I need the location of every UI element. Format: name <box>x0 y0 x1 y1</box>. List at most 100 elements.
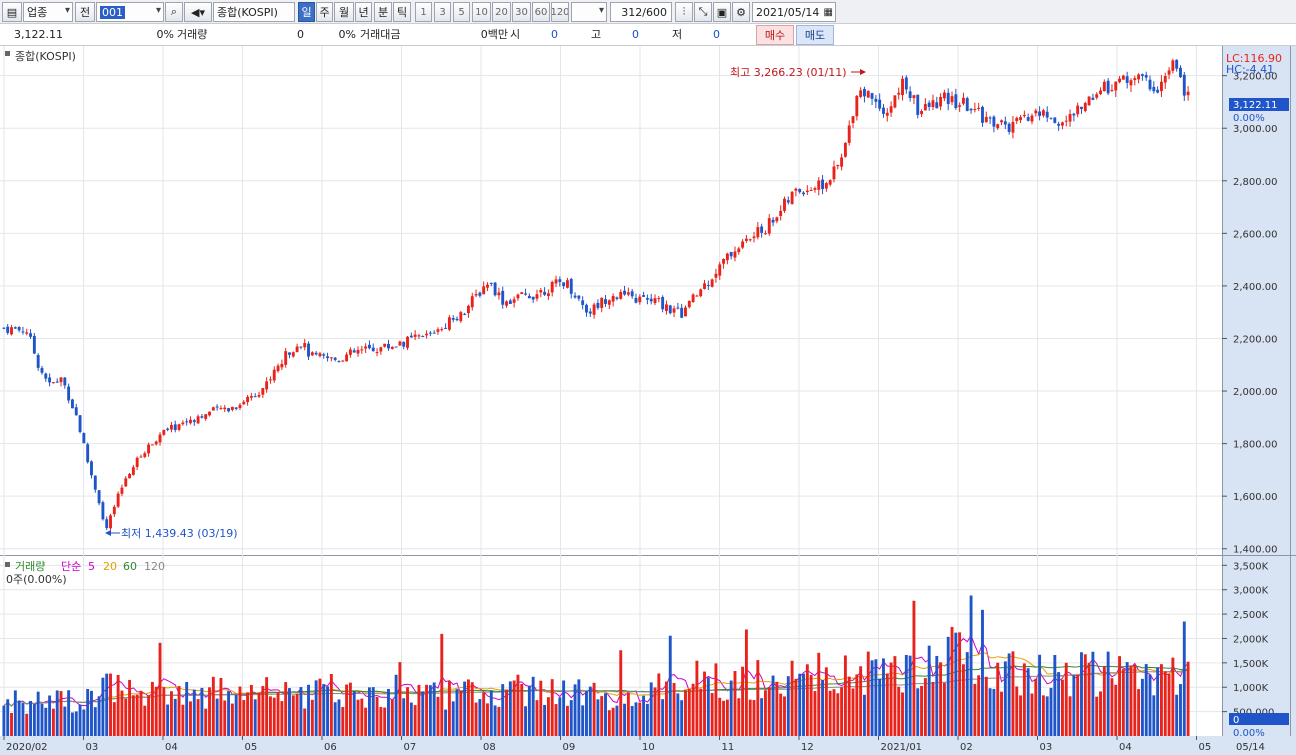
candle-body <box>1106 80 1110 94</box>
candle-body <box>1118 78 1122 83</box>
chart-area[interactable]: 3,200.00 3,000.00 2,800.00 2,600.00 2,400.00… <box>0 46 1296 755</box>
volume-bar <box>554 704 558 736</box>
candle-body <box>684 307 687 317</box>
interval-custom-select[interactable] <box>571 2 607 22</box>
market-type-select[interactable]: 업종 <box>23 2 73 22</box>
candle-body <box>417 335 421 337</box>
period-tick-button[interactable]: 틱 <box>393 2 411 22</box>
candle-body <box>904 77 908 90</box>
interval-5-button[interactable]: 5 <box>453 2 470 22</box>
count-field[interactable]: 312/600 <box>610 2 672 22</box>
volume-bar <box>817 652 821 736</box>
volume-axis-bg <box>1222 556 1296 736</box>
volume-bar <box>961 664 965 736</box>
volume-bar <box>402 698 406 736</box>
period-minute-button[interactable]: 분 <box>374 2 392 22</box>
x-tick-label: 08 <box>483 742 496 753</box>
candle-body <box>931 100 935 107</box>
volume-bar <box>569 700 573 736</box>
volume-bar <box>912 600 916 736</box>
volume-bar <box>878 678 882 736</box>
chart-menu-icon[interactable]: ▤ <box>2 2 22 22</box>
volume-bar <box>512 680 516 736</box>
candle-body <box>558 279 562 283</box>
draw-tool-icon[interactable]: ⤡ <box>694 2 712 22</box>
volume-bar <box>1087 662 1091 736</box>
interval-120-button[interactable]: 120 <box>551 2 569 22</box>
volume-bar <box>1114 684 1118 736</box>
candle-body <box>169 424 173 430</box>
candle-body <box>329 357 333 359</box>
candle-body <box>771 219 775 223</box>
save-icon[interactable]: ▣ <box>713 2 731 22</box>
volume-value: 0 <box>297 28 304 41</box>
code-input[interactable]: 001 <box>96 2 164 22</box>
gear-icon[interactable]: ⚙ <box>732 2 750 22</box>
volume-bar <box>1159 664 1163 736</box>
interval-10-button[interactable]: 10 <box>472 2 491 22</box>
index-name: 종합(KOSPI) <box>217 6 278 19</box>
volume-bar <box>436 696 440 736</box>
volume-bar <box>211 676 215 736</box>
candle-body <box>1114 81 1118 91</box>
candle-body <box>67 386 71 401</box>
period-month-button[interactable]: 월 <box>334 2 354 22</box>
volume-bar <box>565 705 569 736</box>
candle-body <box>524 293 528 295</box>
volume-bar <box>1053 654 1057 736</box>
volume-bar <box>741 666 745 736</box>
candle-body <box>44 373 48 379</box>
interval-3-button[interactable]: 3 <box>434 2 451 22</box>
date-field[interactable]: 2021/05/14 ▦ <box>752 2 836 22</box>
candle-body <box>1129 80 1133 86</box>
period-year-button[interactable]: 년 <box>355 2 372 22</box>
candle-body <box>714 273 718 278</box>
volume-bar <box>546 697 550 736</box>
sell-button[interactable]: 매도 <box>796 25 834 45</box>
volume-panel-toggle-icon[interactable] <box>5 562 10 567</box>
volume-bar <box>265 677 269 736</box>
candle-body <box>535 294 539 299</box>
price-panel-toggle-icon[interactable] <box>5 51 10 56</box>
volume-bar <box>794 678 798 736</box>
period-week-button[interactable]: 주 <box>316 2 333 22</box>
volume-bar <box>486 703 489 736</box>
speaker-icon[interactable]: ◀▾ <box>184 2 212 22</box>
volume-bar <box>478 699 482 736</box>
candle-type-icon[interactable]: ⫶ <box>675 2 693 22</box>
volume-bar <box>59 691 63 736</box>
volume-bar <box>821 679 825 736</box>
volume-bar <box>6 699 10 736</box>
volume-bar <box>973 683 977 736</box>
volume-bar <box>1129 665 1133 736</box>
volume-bar <box>1179 684 1182 736</box>
main-toolbar: ▤ 업종 전 001 ⌕ ◀▾ 종합(KOSPI) 일 주 월 년 분 틱 1 … <box>0 0 1296 24</box>
search-icon[interactable]: ⌕ <box>165 2 183 22</box>
candle-body <box>501 290 505 305</box>
prev-button[interactable]: 전 <box>75 2 95 22</box>
candle-body <box>486 284 489 288</box>
interval-60-button[interactable]: 60 <box>532 2 550 22</box>
volume-bar <box>181 704 185 736</box>
candle-body <box>977 107 981 109</box>
calendar-icon[interactable]: ▦ <box>823 6 833 18</box>
volume-bar <box>737 698 741 736</box>
candle-body <box>493 282 497 296</box>
interval-30-button[interactable]: 30 <box>512 2 531 22</box>
high-arrowhead-icon <box>860 69 866 75</box>
candle-body <box>394 346 398 348</box>
interval-20-button[interactable]: 20 <box>492 2 511 22</box>
candle-body <box>322 354 326 356</box>
buy-button[interactable]: 매수 <box>756 25 794 45</box>
volume-bar <box>1182 621 1186 736</box>
interval-1-button[interactable]: 1 <box>415 2 432 22</box>
candle-body <box>699 289 703 297</box>
candle-body <box>520 292 524 295</box>
candle-body <box>1099 90 1102 94</box>
current-price-box <box>1229 98 1289 111</box>
period-day-button[interactable]: 일 <box>298 2 315 22</box>
candle-body <box>128 473 132 479</box>
volume-bar <box>946 636 950 736</box>
volume-bar <box>1076 674 1080 736</box>
candle-body <box>611 295 615 302</box>
